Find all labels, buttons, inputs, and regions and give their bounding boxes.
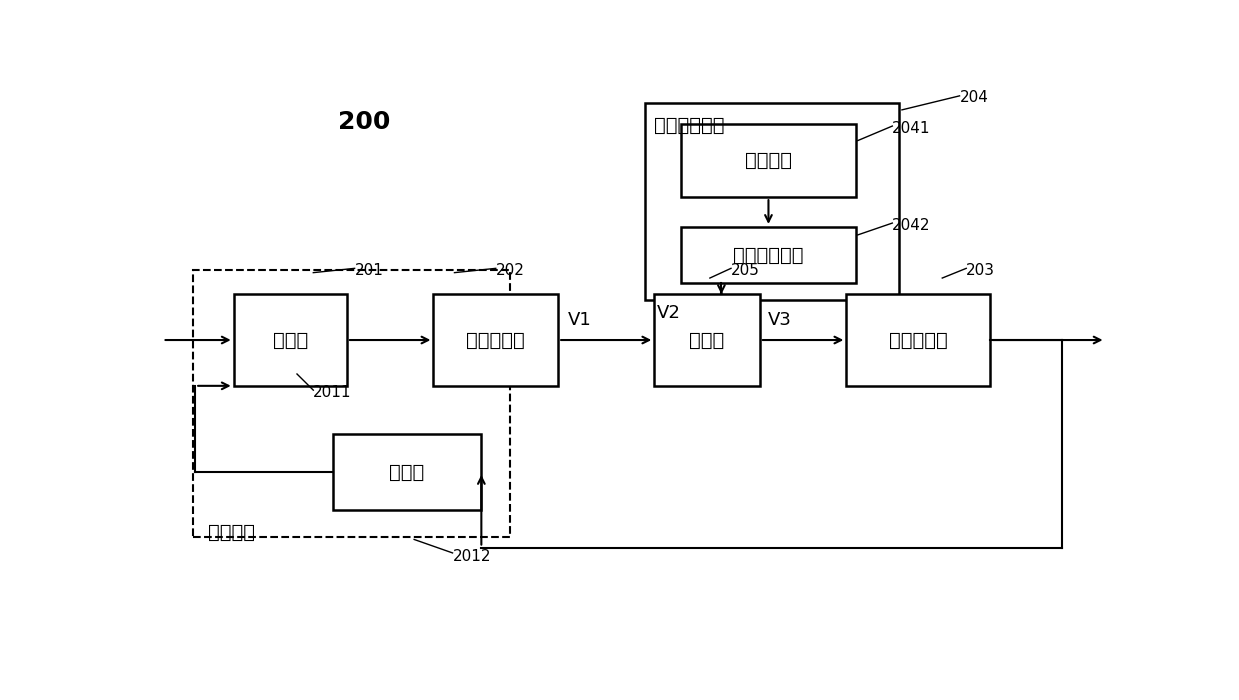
Text: 2011: 2011 — [313, 385, 352, 400]
Text: 203: 203 — [966, 263, 995, 278]
Bar — [681, 227, 856, 284]
Text: 鉴相器: 鉴相器 — [273, 330, 309, 349]
Bar — [234, 294, 347, 386]
Text: V1: V1 — [567, 312, 591, 329]
Text: 电压控制模块: 电压控制模块 — [654, 116, 725, 135]
Text: 分频器: 分频器 — [389, 463, 425, 482]
Text: V3: V3 — [767, 312, 792, 329]
Text: 205: 205 — [731, 263, 760, 278]
Bar — [332, 434, 482, 510]
Text: 201: 201 — [354, 263, 384, 278]
Bar — [681, 125, 856, 197]
Text: 环路滤波器: 环路滤波器 — [466, 330, 525, 349]
Bar — [654, 294, 760, 386]
Text: 202: 202 — [496, 263, 524, 278]
Text: 鉴相单元: 鉴相单元 — [208, 524, 255, 542]
Bar — [434, 294, 559, 386]
Text: 运算器: 运算器 — [689, 330, 725, 349]
Text: 2042: 2042 — [892, 218, 930, 232]
Text: V2: V2 — [657, 304, 681, 322]
Bar — [846, 294, 990, 386]
Text: 200: 200 — [338, 110, 390, 134]
Text: 204: 204 — [959, 90, 989, 106]
Bar — [644, 103, 900, 300]
Text: 压控振荡器: 压控振荡器 — [888, 330, 948, 349]
Bar — [193, 270, 510, 537]
Text: 2012: 2012 — [452, 549, 491, 564]
Text: 控制单元: 控制单元 — [745, 151, 792, 170]
Text: 电压预置模块: 电压预置模块 — [733, 246, 804, 265]
Text: 2041: 2041 — [892, 120, 930, 136]
